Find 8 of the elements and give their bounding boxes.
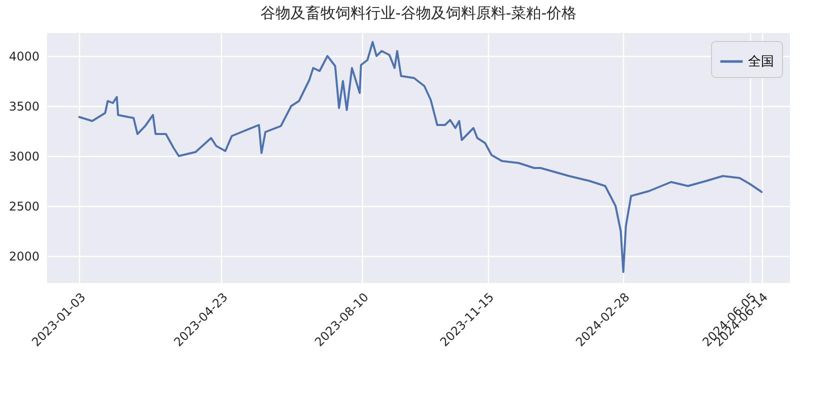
y-tick-label: 3000	[8, 150, 40, 164]
chart-title: 谷物及畜牧饲料行业-谷物及饲料原料-菜粕-价格	[260, 4, 577, 22]
legend-label: 全国	[748, 54, 774, 70]
line-series	[78, 41, 763, 273]
y-tick-label: 4000	[8, 50, 40, 64]
y-tick-label: 3500	[8, 100, 40, 114]
y-tick-label: 2000	[8, 250, 40, 264]
y-tick-label: 2500	[8, 200, 40, 214]
